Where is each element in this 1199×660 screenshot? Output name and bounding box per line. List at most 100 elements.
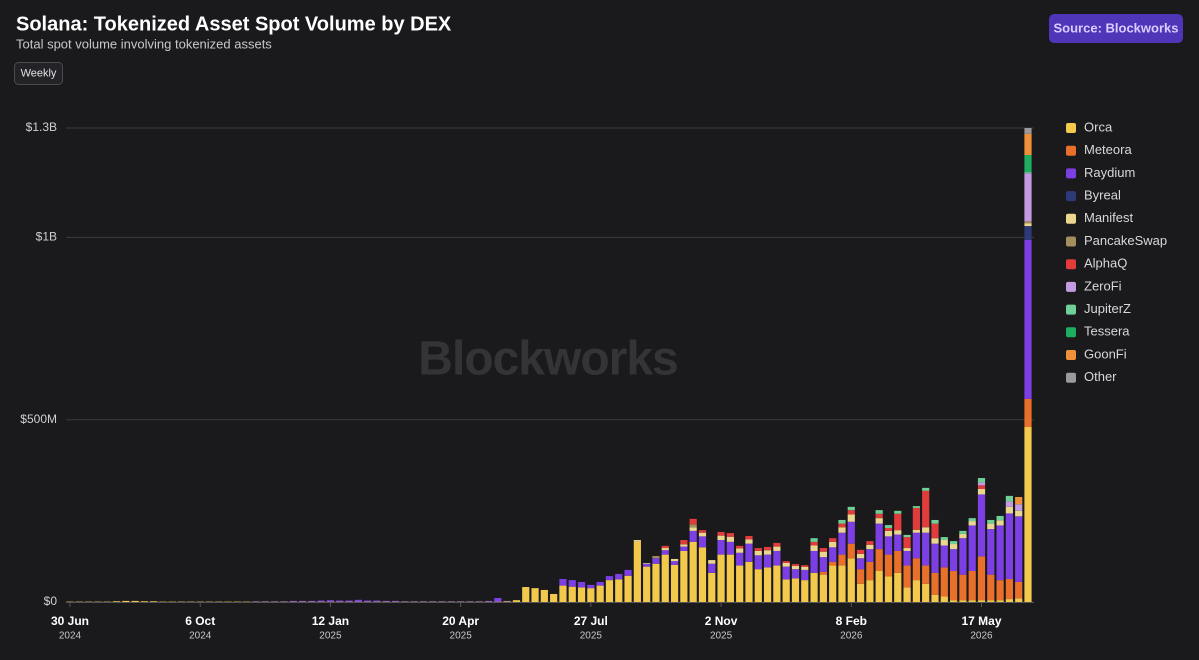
x-tick-year: 2026 [840, 631, 863, 642]
bar-segment [698, 532, 707, 537]
bar-segment [633, 541, 641, 602]
bar-segment [1005, 513, 1013, 580]
bar-segment [577, 581, 586, 588]
legend-swatch [1066, 236, 1076, 247]
bar-segment [615, 579, 623, 602]
bar-segment [1015, 598, 1023, 602]
bar-segment [866, 549, 874, 562]
bar-segment [940, 596, 948, 602]
x-tick-year: 2025 [710, 631, 733, 642]
period-button[interactable] [14, 62, 63, 85]
bar-segment [847, 510, 855, 515]
bar-segment [968, 521, 976, 526]
bar-segment [382, 600, 390, 602]
legend-label: Raydium [1084, 165, 1135, 180]
bar-segment [1015, 510, 1023, 517]
y-tick-label: $1.3B [26, 120, 57, 134]
x-tick-label: 20 Apr [442, 614, 479, 628]
legend-label: JupiterZ [1084, 301, 1131, 316]
bar-segment [633, 540, 641, 542]
source-label[interactable]: Source: Blockworks [1054, 20, 1179, 35]
bar-segment [987, 519, 995, 524]
bar-segment [773, 542, 781, 547]
bar-segment [308, 600, 316, 602]
bar-segment [773, 565, 781, 602]
period-label[interactable]: Weekly [21, 67, 57, 79]
x-tick-label: 12 Jan [312, 614, 349, 628]
bar-segment [782, 561, 790, 563]
bar-segment [959, 574, 967, 601]
x-tick-label: 27 Jul [574, 614, 608, 628]
bar-segment [559, 579, 567, 586]
bars [66, 128, 1032, 602]
bar-segment [726, 541, 734, 555]
bar-segment [940, 537, 948, 541]
legend-swatch [1066, 372, 1076, 383]
bar-segment [903, 534, 911, 538]
source-button[interactable] [1049, 14, 1183, 43]
bar-segment [122, 600, 130, 602]
bar-segment [140, 601, 149, 602]
bar-segment [680, 544, 688, 547]
bar-segment [336, 600, 344, 602]
bar-segment [931, 594, 939, 602]
bar-segment [949, 571, 958, 601]
bar-segment [652, 558, 660, 564]
bar-segment [596, 585, 604, 602]
bar-segment [680, 540, 688, 545]
bar-segment [1024, 173, 1032, 222]
bar-segment [745, 536, 753, 540]
bar-segment [884, 525, 893, 528]
bar-segment [838, 532, 846, 555]
legend-label: Manifest [1084, 210, 1134, 225]
legend-label: GoonFi [1084, 346, 1127, 361]
bar-segment [922, 487, 930, 491]
y-tick-label: $500M [20, 412, 57, 426]
bar-segment [912, 506, 920, 508]
legend-swatch [1066, 304, 1076, 315]
legend-label: AlphaQ [1084, 256, 1127, 271]
bar-segment [652, 556, 660, 559]
bar-segment [587, 588, 595, 602]
bar-segment [912, 507, 920, 530]
watermark: Blockworks [418, 333, 677, 386]
bar-segment [996, 600, 1004, 602]
bar-segment [968, 571, 976, 601]
bar-segment [605, 576, 614, 581]
bar-segment [680, 546, 688, 551]
legend-swatch [1066, 350, 1076, 360]
bar-segment [847, 521, 855, 544]
bar-segment [791, 578, 800, 602]
bar-segment [903, 548, 911, 551]
bar-segment [838, 565, 846, 602]
bar-segment [977, 478, 986, 483]
bar-segment [968, 525, 976, 572]
bar-segment [884, 530, 893, 537]
bar-segment [977, 485, 986, 489]
legend-label: Tessera [1084, 324, 1130, 339]
bar-segment [959, 533, 967, 539]
bar-segment [819, 548, 827, 552]
bar-segment [643, 563, 651, 567]
bar-segment [866, 544, 874, 550]
bar-segment [875, 571, 883, 602]
bar-segment [745, 543, 753, 562]
x-tick-year: 2025 [580, 631, 603, 642]
bar-segment [708, 560, 716, 564]
bar-segment [847, 558, 855, 602]
x-tick-label: 30 Jun [51, 614, 89, 628]
bar-segment [1024, 426, 1032, 602]
bar-segment [577, 587, 586, 602]
legend-label: Byreal [1084, 188, 1121, 203]
bar-segment [922, 490, 930, 528]
bar-segment [373, 600, 381, 602]
bar-segment [838, 554, 846, 566]
bar-segment [540, 589, 548, 602]
bar-segment [922, 583, 930, 602]
bar-segment [940, 540, 948, 546]
bar-segment [689, 530, 697, 542]
bar-segment [819, 557, 827, 572]
bar-segment [949, 600, 958, 602]
bar-segment [894, 572, 902, 602]
bar-segment [754, 548, 762, 551]
